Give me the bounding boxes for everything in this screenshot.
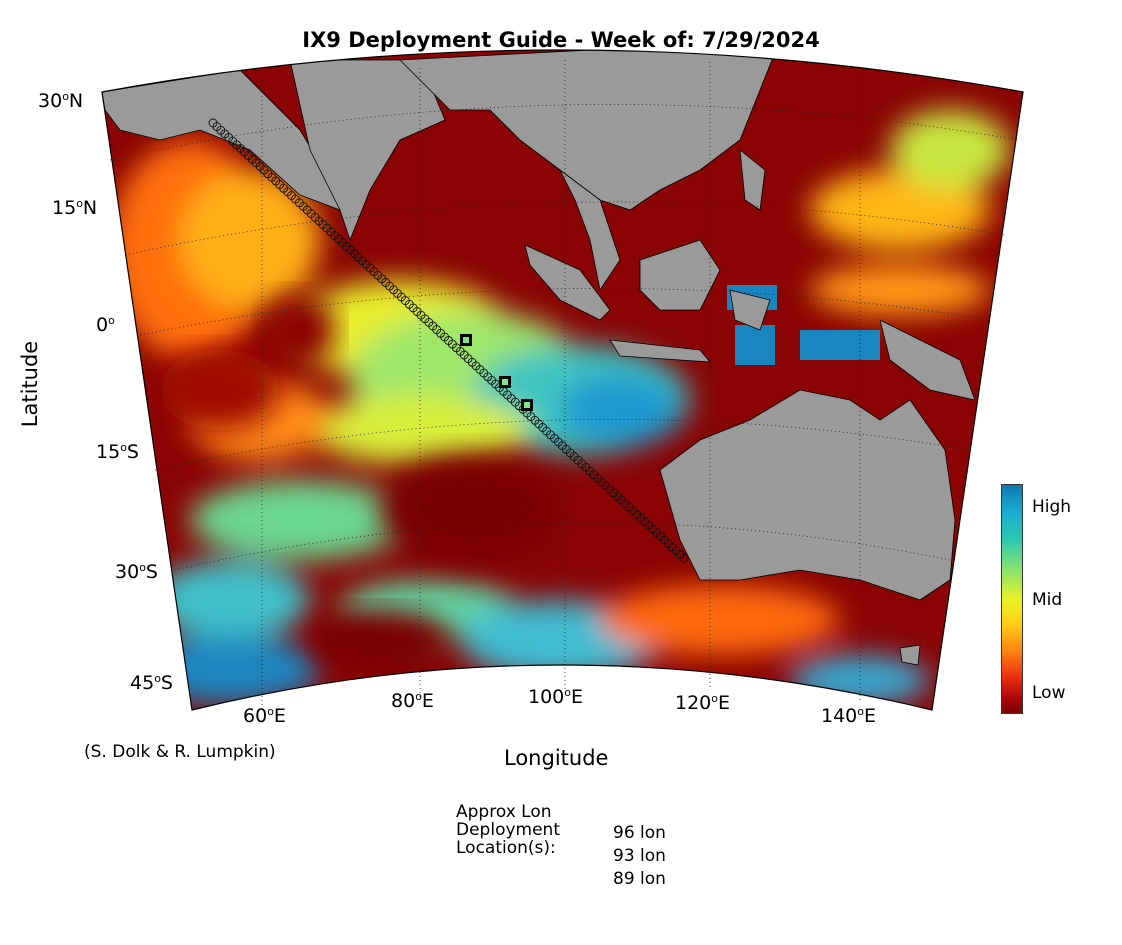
graticule [109, 60, 1019, 710]
deployment-location: 93 lon [613, 846, 666, 866]
map-title: IX9 Deployment Guide - Week of: 7/29/202… [302, 28, 820, 52]
deployment-line: Deployment [456, 820, 560, 840]
lon-label: 120oE [675, 692, 731, 714]
credit-text: (S. Dolk & R. Lumpkin) [84, 742, 276, 762]
lon-label: 100oE [528, 686, 584, 708]
land [102, 50, 976, 666]
ocean-field [110, 110, 1010, 705]
deployment-locations: 96 lon 93 lon 89 lon [613, 822, 666, 891]
transect-point [679, 553, 689, 563]
lat-label: 30oS [115, 561, 158, 583]
lon-label: 80oE [391, 690, 434, 712]
lon-label: 60oE [243, 705, 286, 727]
deployment-line: Location(s): [456, 838, 556, 858]
y-axis-label: Latitude [18, 340, 42, 428]
lat-label: 15oN [52, 197, 98, 219]
lat-label: 15oS [96, 441, 139, 463]
deployment-location: 89 lon [613, 869, 666, 889]
colorbar-high-label: High [1032, 497, 1072, 517]
lat-label: 0o [96, 314, 115, 336]
colorbar-low-label: Low [1032, 683, 1066, 703]
x-axis-label: Longitude [504, 746, 609, 770]
lat-label: 30oN [38, 90, 84, 112]
colorbar-mid-label: Mid [1032, 590, 1063, 610]
lon-label: 140oE [821, 705, 877, 727]
deployment-location: 96 lon [613, 823, 666, 843]
deployment-line: Approx Lon [456, 802, 552, 822]
colorbar [1001, 484, 1023, 714]
lat-label: 45oS [130, 672, 173, 694]
deployment-info-label: Approx Lon Deployment Location(s): [456, 803, 560, 857]
map-frame [101, 49, 1024, 711]
deployment-markers [460, 334, 533, 411]
